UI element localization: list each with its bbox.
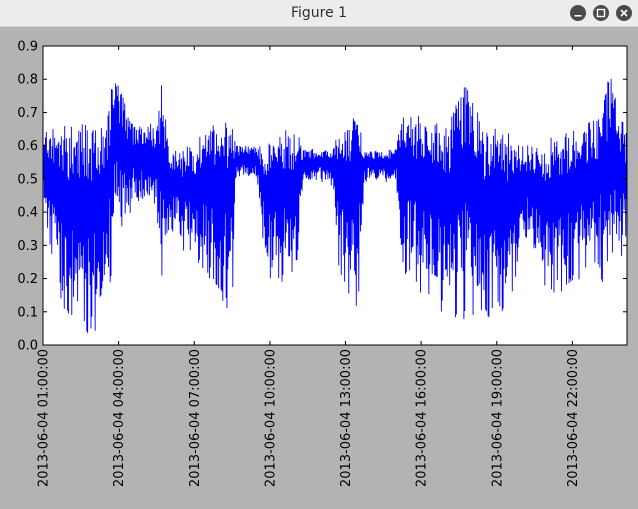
maximize-glyph <box>596 8 606 18</box>
minimize-glyph <box>574 15 582 17</box>
y-tick-label: 0.5 <box>17 172 38 187</box>
x-tick-label: 2013-06-04 13:00:00 <box>339 349 354 487</box>
y-tick-label: 0.0 <box>17 339 38 354</box>
y-tick-label: 0.4 <box>17 206 38 221</box>
x-tick-label: 2013-06-04 22:00:00 <box>566 349 581 487</box>
close-glyph <box>620 9 628 17</box>
y-tick-label: 0.6 <box>17 139 38 154</box>
figure-canvas: 0.0 0.1 0.2 0.3 0.4 0.5 0.6 0.7 0.8 0.9 2013-06-04… <box>0 27 638 505</box>
x-tick-label: 2013-06-04 16:00:00 <box>415 349 430 487</box>
y-tick-label: 0.3 <box>17 239 38 254</box>
window-title: Figure 1 <box>290 5 348 21</box>
x-tick-label: 2013-06-04 07:00:00 <box>188 349 203 487</box>
y-tick-label: 0.9 <box>17 40 38 55</box>
maximize-icon[interactable] <box>593 5 609 21</box>
chart-svg: 0.0 0.1 0.2 0.3 0.4 0.5 0.6 0.7 0.8 0.9 2013-06-04… <box>17 40 628 487</box>
y-tick-label: 0.1 <box>17 305 38 320</box>
y-tick-label: 0.8 <box>17 73 38 88</box>
x-tick-label: 2013-06-04 04:00:00 <box>112 349 127 487</box>
x-tick-label: 2013-06-04 19:00:00 <box>490 349 505 487</box>
minimize-icon[interactable] <box>570 5 586 21</box>
y-tick-label: 0.7 <box>17 106 38 121</box>
close-icon[interactable] <box>616 5 632 21</box>
window-titlebar: Figure 1 <box>0 0 638 27</box>
x-tick-label: 2013-06-04 01:00:00 <box>37 349 52 487</box>
y-tick-label: 0.2 <box>17 272 38 287</box>
axes-frame <box>42 45 628 346</box>
x-tick-label: 2013-06-04 10:00:00 <box>263 349 278 487</box>
series-line <box>42 78 628 334</box>
